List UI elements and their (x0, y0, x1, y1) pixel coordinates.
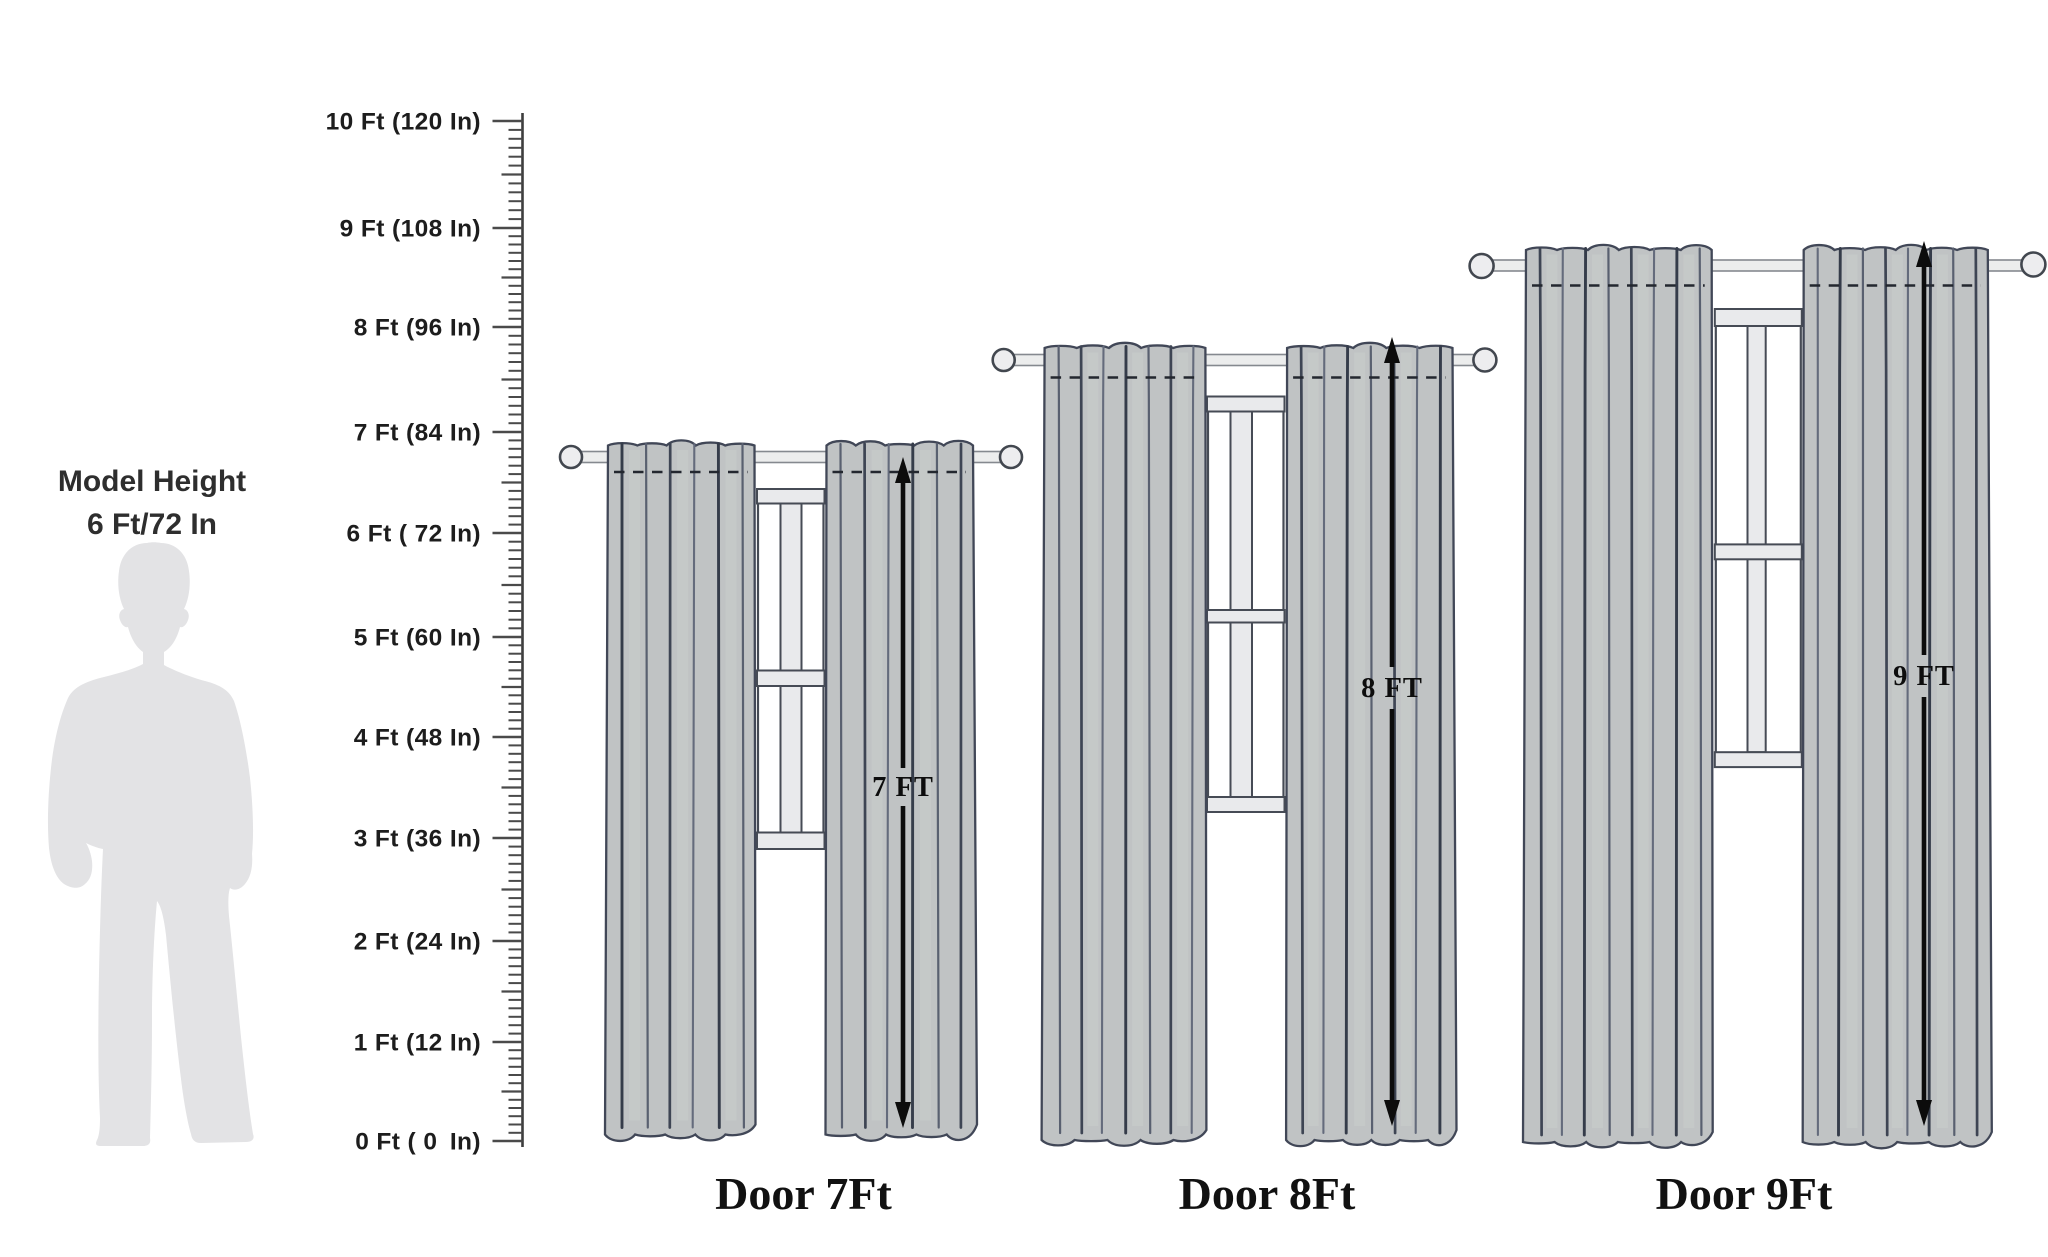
svg-text:8 Ft (96 In): 8 Ft (96 In) (354, 315, 481, 342)
svg-text:1 Ft (12 In): 1 Ft (12 In) (354, 1030, 481, 1057)
svg-text:9 Ft (108 In): 9 Ft (108 In) (340, 216, 481, 243)
svg-text:10 Ft (120 In): 10 Ft (120 In) (326, 109, 481, 136)
svg-text:7 FT: 7 FT (872, 772, 934, 803)
svg-text:4 Ft (48 In): 4 Ft (48 In) (354, 725, 481, 752)
svg-text:8 FT: 8 FT (1361, 673, 1423, 704)
svg-text:7 Ft (84 In): 7 Ft (84 In) (354, 420, 481, 447)
svg-text:2 Ft (24 In): 2 Ft (24 In) (354, 929, 481, 956)
svg-text:Model Height: Model Height (58, 465, 246, 498)
svg-text:3 Ft (36 In): 3 Ft (36 In) (354, 826, 481, 853)
svg-text:6 Ft ( 72 In): 6 Ft ( 72 In) (346, 521, 481, 548)
svg-text:Door 7Ft: Door 7Ft (715, 1168, 892, 1219)
svg-text:6 Ft/72 In: 6 Ft/72 In (87, 508, 217, 541)
svg-text:5 Ft (60 In): 5 Ft (60 In) (354, 625, 481, 652)
svg-text:9 FT: 9 FT (1893, 661, 1955, 692)
svg-text:0 Ft ( 0 In): 0 Ft ( 0 In) (355, 1129, 481, 1156)
svg-text:Door 8Ft: Door 8Ft (1179, 1168, 1356, 1219)
svg-text:Door 9Ft: Door 9Ft (1656, 1168, 1833, 1219)
